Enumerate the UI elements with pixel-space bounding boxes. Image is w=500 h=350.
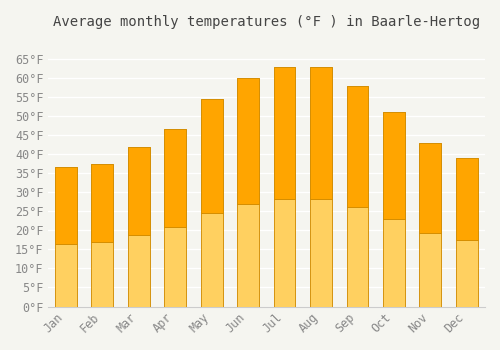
Bar [128,147,150,235]
Bar [456,158,477,307]
Bar [346,207,368,307]
Bar [383,219,405,307]
Bar [274,198,295,307]
Bar [237,78,259,204]
Bar [456,240,477,307]
Bar [237,78,259,307]
Bar [310,66,332,198]
Bar [383,112,405,307]
Bar [164,130,186,227]
Bar [200,99,222,213]
Bar [55,168,77,307]
Title: Average monthly temperatures (°F ) in Baarle-Hertog: Average monthly temperatures (°F ) in Ba… [53,15,480,29]
Bar [128,147,150,307]
Bar [55,168,77,244]
Bar [420,143,442,307]
Bar [310,198,332,307]
Bar [128,234,150,307]
Bar [456,158,477,240]
Bar [310,66,332,307]
Bar [346,86,368,207]
Bar [92,164,114,242]
Bar [346,86,368,307]
Bar [274,66,295,307]
Bar [237,204,259,307]
Bar [200,213,222,307]
Bar [164,227,186,307]
Bar [55,244,77,307]
Bar [200,99,222,307]
Bar [420,143,442,233]
Bar [164,130,186,307]
Bar [92,242,114,307]
Bar [274,66,295,198]
Bar [420,233,442,307]
Bar [383,112,405,219]
Bar [92,164,114,307]
